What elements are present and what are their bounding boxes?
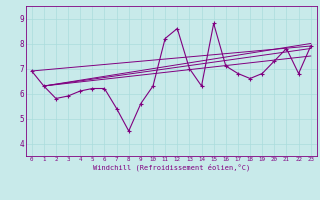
X-axis label: Windchill (Refroidissement éolien,°C): Windchill (Refroidissement éolien,°C) <box>92 164 250 171</box>
